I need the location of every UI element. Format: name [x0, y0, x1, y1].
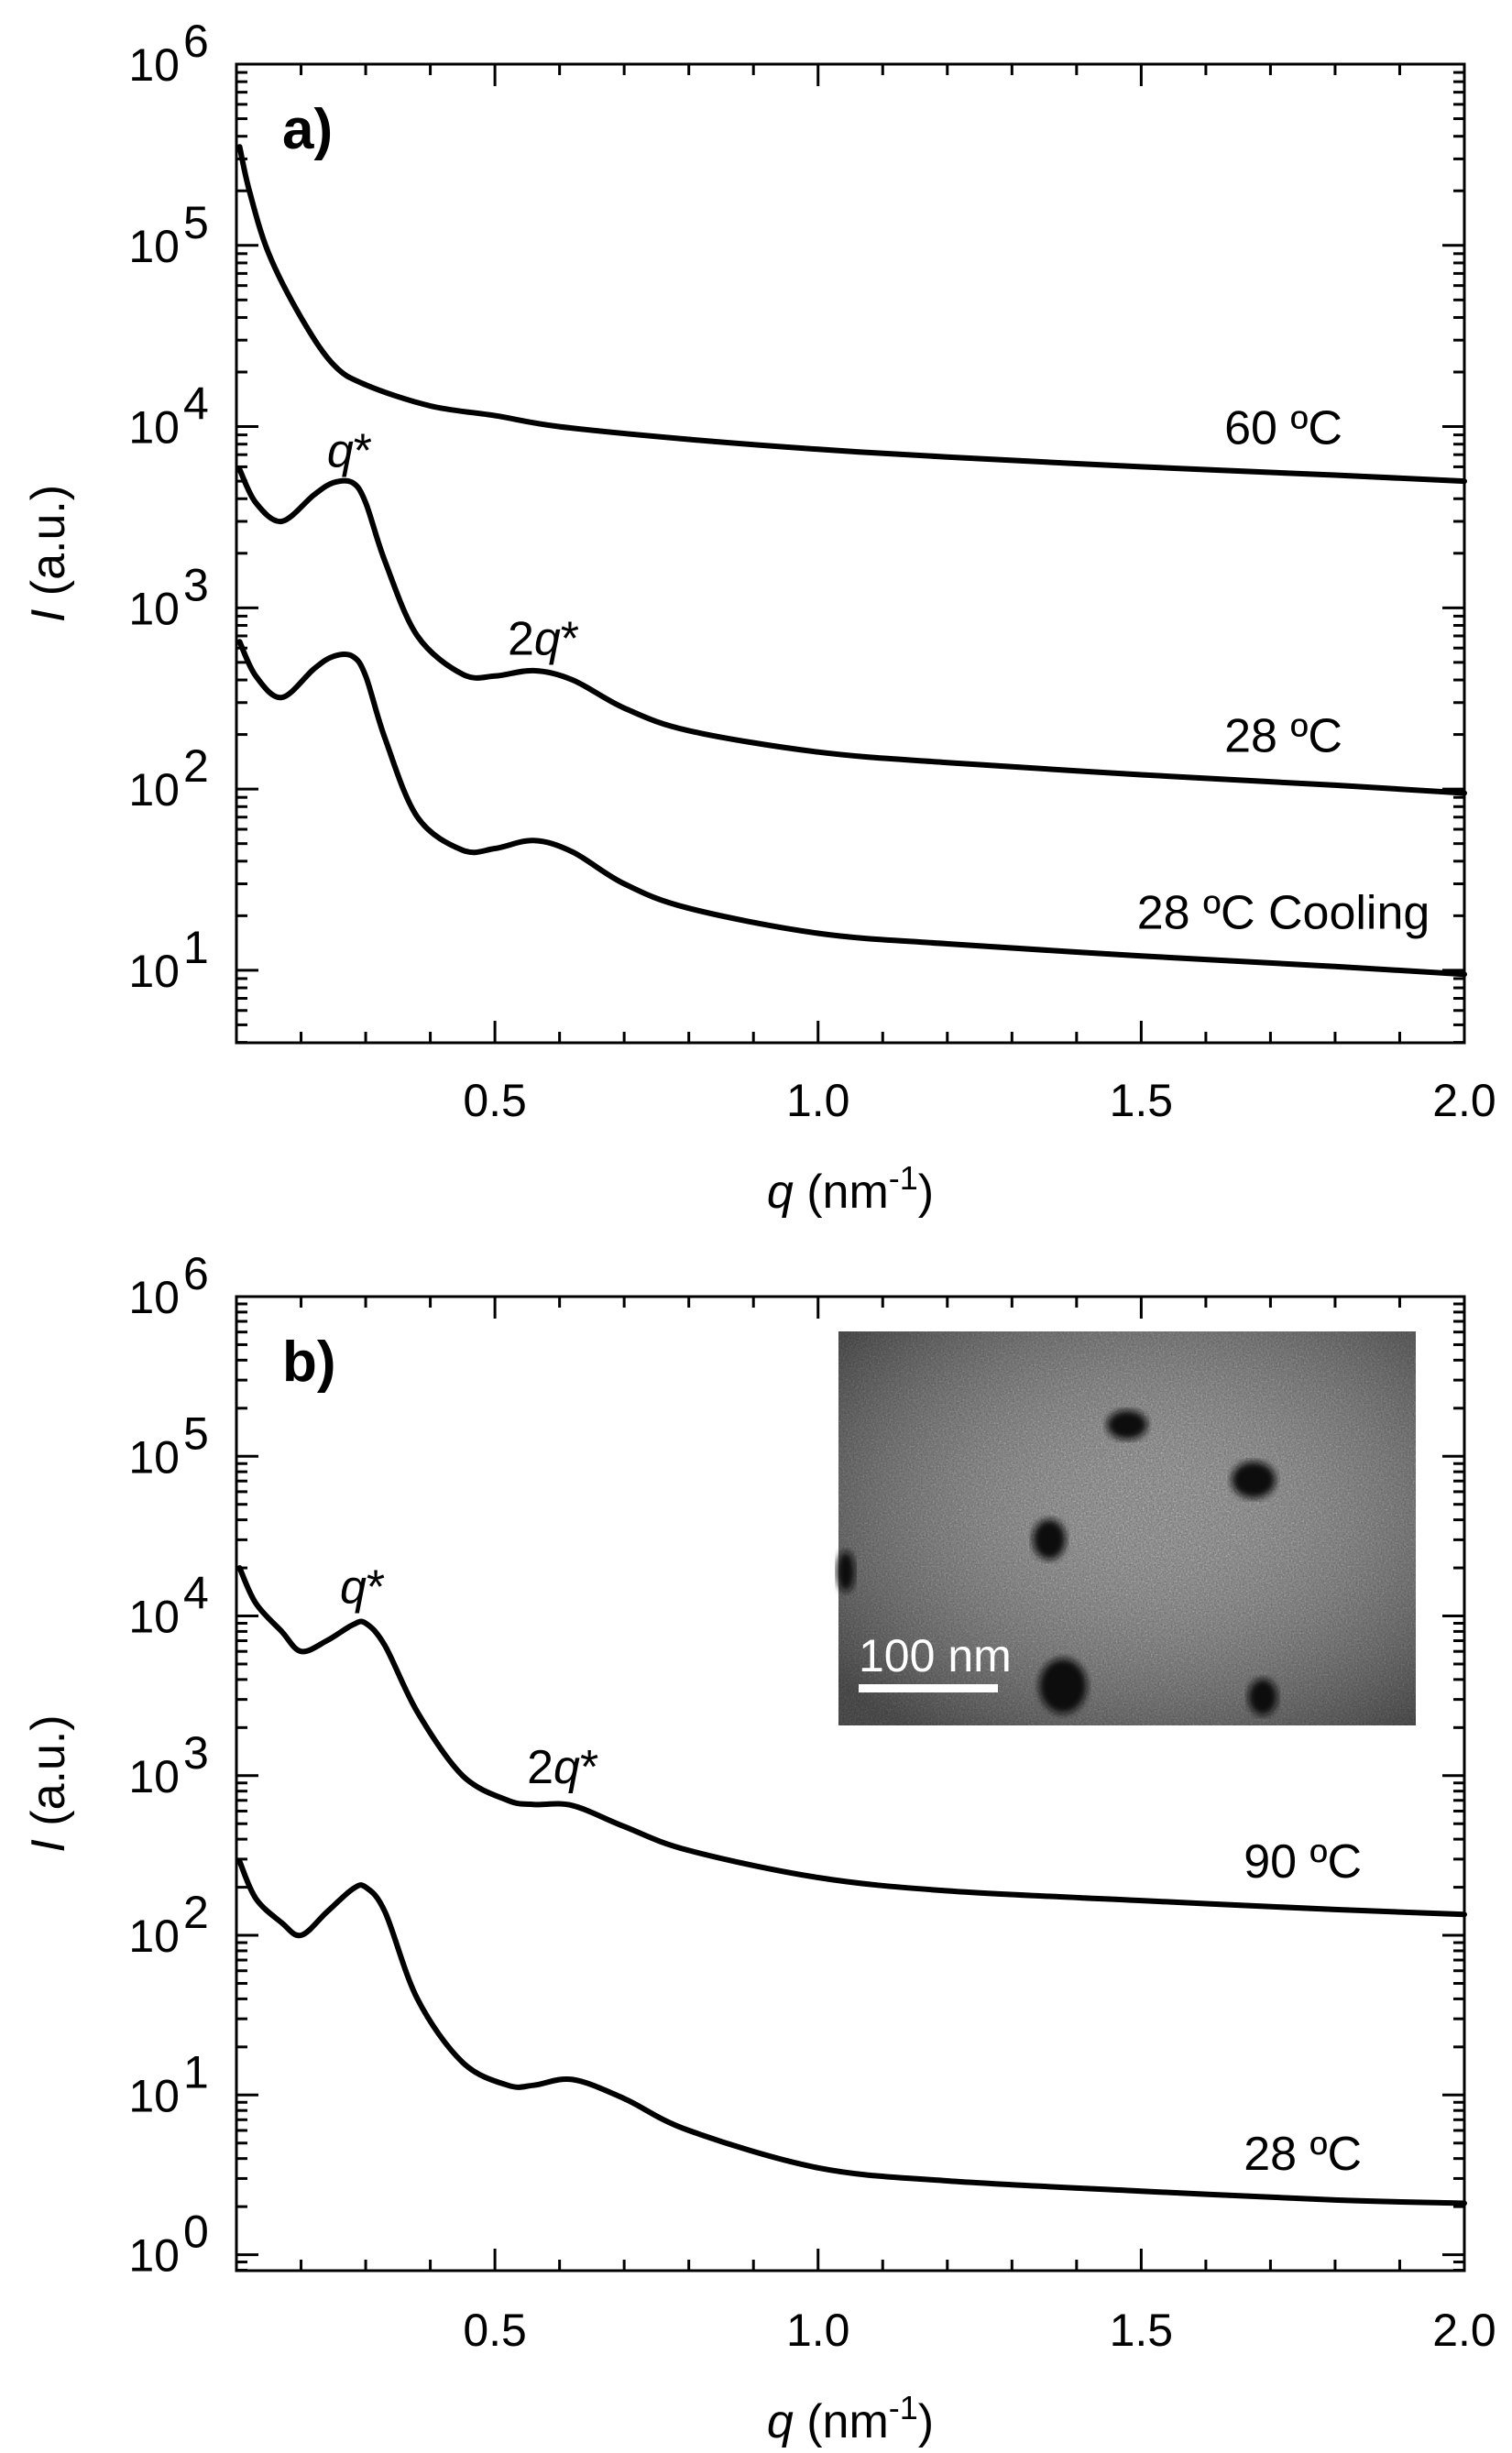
annotation-label: q* [327, 424, 372, 477]
y-tick-label: 10 [128, 221, 180, 272]
y-tick-label: 10 [128, 2230, 180, 2282]
y-tick-exponent: 4 [183, 378, 209, 430]
x-tick-label: 1.0 [786, 2305, 850, 2356]
y-tick-exponent: 4 [183, 1568, 209, 1619]
series-line [236, 144, 1467, 485]
y-tick-exponent: 2 [183, 740, 209, 792]
annotation-label: 28 ºC [1244, 2128, 1362, 2181]
x-tick-label: 1.0 [786, 1075, 850, 1126]
inset-particle [837, 1551, 855, 1592]
y-tick-exponent: 6 [183, 16, 209, 67]
y-tick-label: 10 [128, 764, 180, 816]
inset-shading [838, 1331, 1416, 1725]
x-axis-title: q (nm-1) [767, 2389, 934, 2448]
y-tick-label: 10 [128, 946, 180, 997]
y-tick-label: 10 [128, 1592, 180, 1643]
inset-particle [1248, 1679, 1277, 1715]
y-tick-label: 10 [128, 1272, 180, 1323]
inset-particle [1107, 1410, 1147, 1440]
y-tick-label: 10 [128, 39, 180, 91]
y-tick-exponent: 0 [183, 2207, 209, 2258]
inset-particle [1039, 1659, 1087, 1714]
y-axis-title: I (a.u.) [22, 1714, 75, 1852]
panel-label: b) [282, 1331, 336, 1394]
y-tick-label: 10 [128, 583, 180, 634]
y-tick-label: 10 [128, 1431, 180, 1483]
x-axis-title: q (nm-1) [767, 1159, 934, 1219]
y-tick-exponent: 5 [183, 197, 209, 248]
x-tick-label: 1.5 [1110, 1075, 1174, 1126]
x-tick-label: 2.0 [1432, 1075, 1496, 1126]
series-line [236, 1858, 1467, 2207]
y-tick-label: 10 [128, 402, 180, 454]
y-tick-exponent: 1 [183, 2046, 209, 2097]
scale-bar-label: 100 nm [859, 1630, 1012, 1681]
series-line [236, 1565, 1467, 1918]
annotation-label: 2q* [508, 613, 579, 666]
x-tick-label: 0.5 [463, 1075, 527, 1126]
annotation-label: 28 ºC Cooling [1137, 886, 1430, 939]
series-line [236, 639, 1467, 978]
tem-inset: 100 nm [837, 1331, 1416, 1725]
x-tick-label: 2.0 [1432, 2305, 1496, 2356]
y-tick-exponent: 5 [183, 1407, 209, 1459]
annotation-label: 28 ºC [1224, 710, 1342, 763]
annotation-label: q* [340, 1561, 385, 1615]
y-tick-label: 10 [128, 2070, 180, 2121]
y-tick-exponent: 3 [183, 559, 209, 610]
x-tick-label: 1.5 [1110, 2305, 1174, 2356]
y-tick-exponent: 1 [183, 922, 209, 973]
inset-particle [1232, 1462, 1276, 1498]
scale-bar [859, 1684, 998, 1692]
x-tick-label: 0.5 [463, 2305, 527, 2356]
inset-particle [1033, 1519, 1066, 1560]
annotation-label: 90 ºC [1244, 1835, 1362, 1889]
y-tick-label: 10 [128, 1911, 180, 1962]
y-tick-exponent: 2 [183, 1887, 209, 1938]
y-tick-exponent: 6 [183, 1248, 209, 1299]
annotation-label: 2q* [527, 1741, 598, 1794]
y-axis-title: I (a.u.) [22, 485, 75, 622]
series-line [236, 466, 1467, 796]
y-tick-exponent: 3 [183, 1727, 209, 1779]
annotation-label: 60 ºC [1224, 402, 1342, 455]
panel-label: a) [282, 98, 333, 161]
y-tick-label: 10 [128, 1751, 180, 1802]
